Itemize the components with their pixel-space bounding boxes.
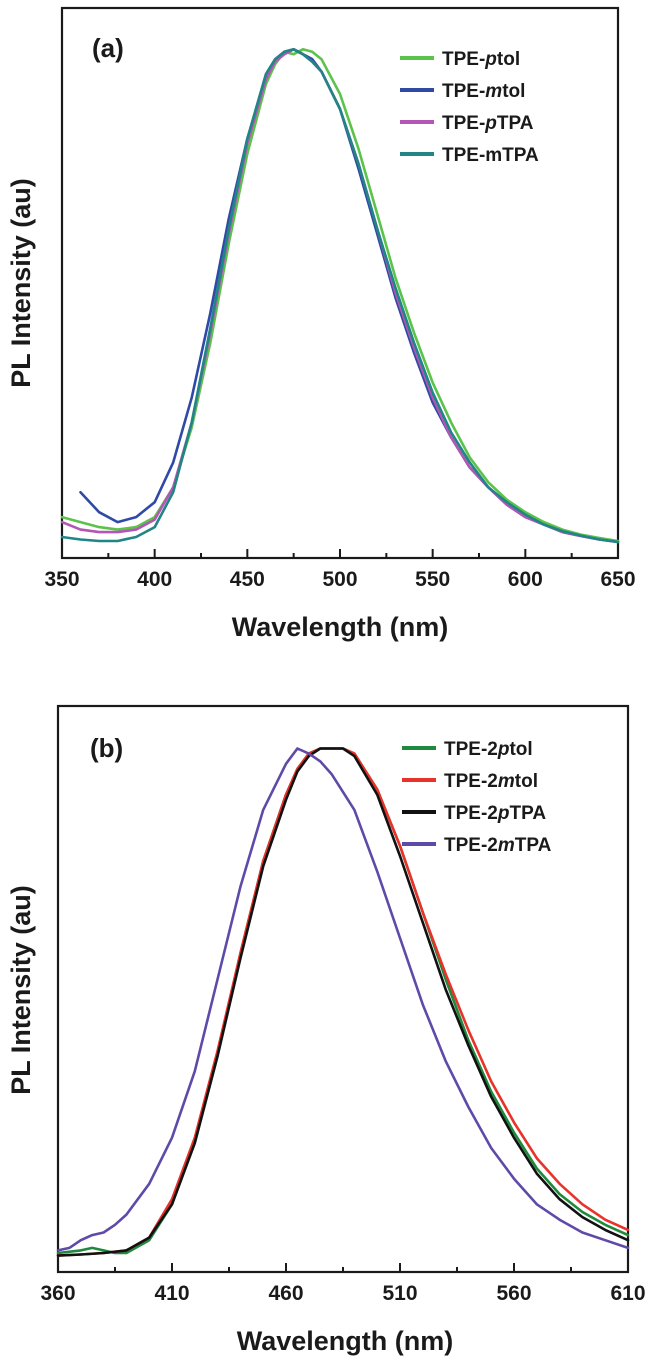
x-tick-label: 460 xyxy=(268,1282,303,1305)
y-axis-title: PL Intensity (au) xyxy=(6,178,36,388)
legend-label: TPE-2mTPA xyxy=(444,835,552,856)
x-tick-label: 360 xyxy=(40,1282,75,1305)
x-tick-label: 510 xyxy=(382,1282,417,1305)
x-tick-label: 400 xyxy=(137,568,172,591)
legend-label: TPE-mTPA xyxy=(442,145,539,166)
series-line-4 xyxy=(60,48,620,544)
panel-label: (b) xyxy=(90,733,123,763)
series-line-3 xyxy=(60,48,620,544)
panel-label: (a) xyxy=(92,33,124,63)
series-line-4 xyxy=(56,747,630,1252)
chart-panel-a: (a) 350 400 450 500 550 600 650 TPE-ptol TPE-mt… xyxy=(6,6,636,642)
legend-label: TPE-2ptol xyxy=(444,739,533,760)
series-line-3 xyxy=(56,747,630,1257)
legend-label: TPE-2mtol xyxy=(444,771,538,792)
plot-frame xyxy=(60,6,620,560)
x-tick-label: 610 xyxy=(610,1282,645,1305)
legend-label: TPE-mtol xyxy=(442,81,525,102)
y-axis-title: PL Intensity (au) xyxy=(6,885,36,1095)
x-tick-label: 350 xyxy=(44,568,79,591)
x-tick-label: 650 xyxy=(600,568,635,591)
x-tick-label: 550 xyxy=(415,568,450,591)
legend: TPE-ptol TPE-mtol TPE-pTPA TPE-mTPA xyxy=(400,49,539,166)
x-axis: 360 410 460 510 560 610 xyxy=(40,1263,646,1305)
x-tick-label: 500 xyxy=(322,568,357,591)
x-tick-label: 600 xyxy=(508,568,543,591)
legend-label: TPE-pTPA xyxy=(442,113,534,134)
chart-panel-b: (b) 360 410 460 510 560 610 TPE-2ptol TPE-2mto… xyxy=(6,704,646,1356)
legend-label: TPE-ptol xyxy=(442,49,520,70)
x-tick-label: 410 xyxy=(154,1282,189,1305)
x-axis-title: Wavelength (nm) xyxy=(232,612,449,642)
x-tick-label: 450 xyxy=(230,568,265,591)
legend: TPE-2ptol TPE-2mtol TPE-2pTPA TPE-2mTPA xyxy=(402,739,552,856)
x-axis-title: Wavelength (nm) xyxy=(237,1326,454,1356)
legend-label: TPE-2pTPA xyxy=(444,803,546,824)
series-line-1 xyxy=(56,747,630,1255)
series-lines xyxy=(60,48,620,544)
x-axis: 350 400 450 500 550 600 650 xyxy=(44,549,636,591)
series-line-1 xyxy=(60,48,620,543)
series-lines xyxy=(56,747,630,1257)
x-tick-label: 560 xyxy=(496,1282,531,1305)
